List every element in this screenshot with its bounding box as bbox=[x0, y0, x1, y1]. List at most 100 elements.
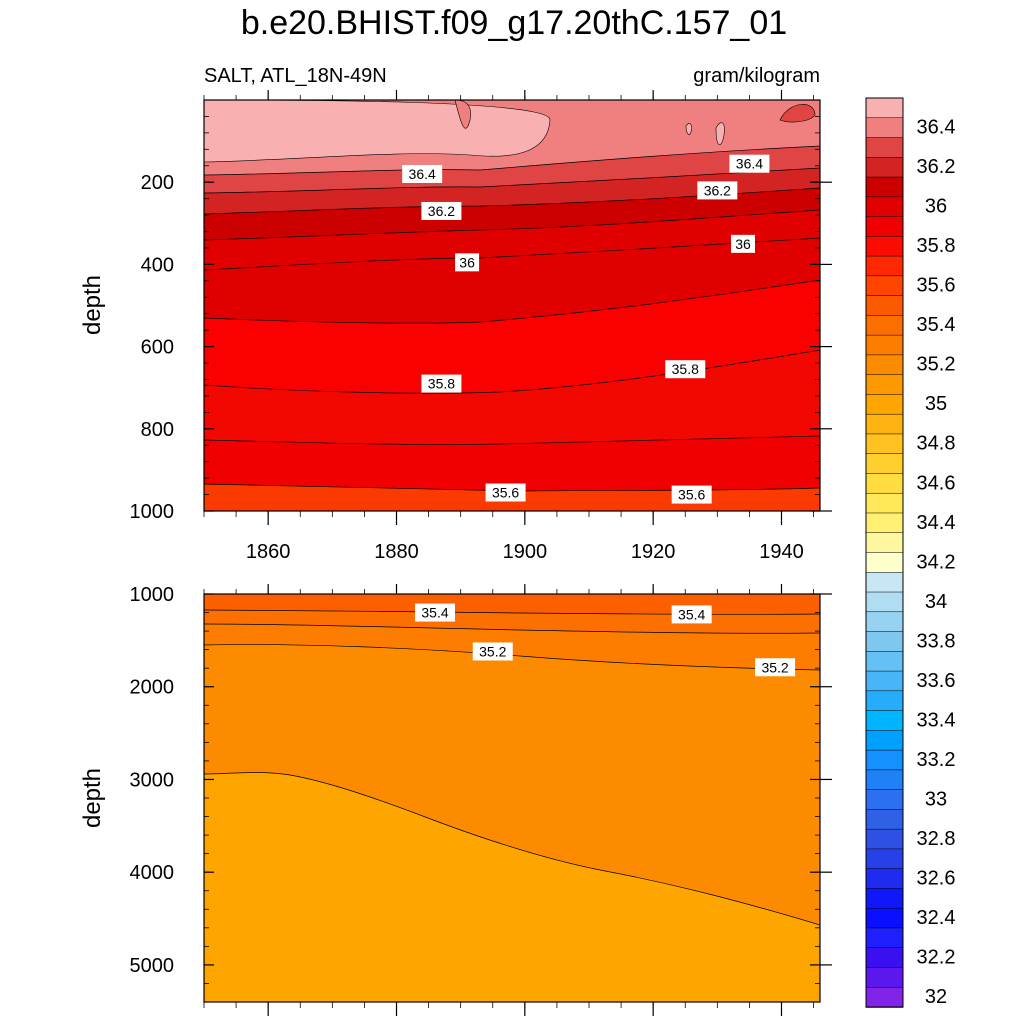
top-y-ticks: 200 400 600 800 1000 bbox=[130, 99, 832, 523]
contour-label-text: 36.2 bbox=[704, 182, 731, 198]
colorbar-swatch bbox=[865, 196, 904, 218]
x-tick-label: 1900 bbox=[503, 541, 548, 563]
colorbar-swatch bbox=[865, 690, 904, 712]
colorbar-label: 36.4 bbox=[917, 117, 956, 139]
contour-label: 36.2 bbox=[697, 181, 738, 200]
contour-35-8 bbox=[204, 349, 820, 394]
contour-label-box bbox=[421, 201, 462, 220]
contour-label: 35.2 bbox=[755, 658, 796, 677]
contour-label-box bbox=[485, 483, 526, 502]
contour-label-box bbox=[671, 605, 712, 624]
contour-label: 35.6 bbox=[485, 483, 526, 502]
x-tick-label: 1920 bbox=[631, 541, 676, 563]
y-tick-label: 1000 bbox=[130, 584, 175, 606]
colorbar-swatch bbox=[865, 354, 904, 376]
colorbar-swatch bbox=[865, 888, 904, 909]
contour-label-text: 36.4 bbox=[736, 156, 763, 172]
colorbar-label: 32 bbox=[925, 986, 947, 1008]
contour-label: 35.6 bbox=[671, 485, 712, 504]
colorbar-label: 35.2 bbox=[917, 354, 956, 376]
contour-35-4 bbox=[204, 609, 820, 615]
colorbar-swatch bbox=[865, 117, 904, 139]
colorbar-label: 34.4 bbox=[917, 512, 956, 534]
bottom-contour-labels: 35.4 35.4 35.2 35.2 bbox=[415, 603, 796, 677]
x-tick-label: 1860 bbox=[246, 541, 291, 563]
colorbar-label: 32.6 bbox=[917, 867, 956, 889]
contour-label: 35.8 bbox=[421, 374, 462, 393]
contour-label-text: 35.6 bbox=[678, 487, 705, 503]
top-notch bbox=[454, 100, 471, 129]
bottom-x-ticks bbox=[203, 584, 814, 1016]
colorbar-swatch bbox=[865, 848, 904, 870]
colorbar-swatch bbox=[865, 413, 904, 435]
contour-label: 36 bbox=[731, 234, 755, 253]
colorbar-swatch bbox=[865, 315, 904, 336]
y-tick-label: 200 bbox=[141, 172, 174, 194]
variable-label: SALT, ATL_18N-49N bbox=[204, 65, 387, 87]
contour-label-box bbox=[455, 253, 480, 272]
y-tick-label: 400 bbox=[141, 254, 174, 276]
colorbar-swatch bbox=[865, 789, 904, 811]
colorbar-swatch bbox=[865, 927, 904, 949]
colorbar-swatch bbox=[865, 967, 904, 988]
y-tick-label: 1000 bbox=[130, 501, 175, 523]
contour-label-box bbox=[415, 603, 455, 622]
top-y-axis-label: depth bbox=[79, 275, 106, 335]
colorbar-label: 32.2 bbox=[917, 947, 956, 969]
contour-label-box bbox=[755, 658, 796, 677]
x-tick-label: 1940 bbox=[759, 541, 804, 563]
contour-36-1 bbox=[204, 209, 820, 241]
contour-label: 35.8 bbox=[665, 360, 706, 379]
colorbar-swatch bbox=[865, 453, 904, 475]
colorbar: 36.4 36.2 36 35.8 35.6 35.4 35.2 35 34.8 34.6 34.4… bbox=[865, 97, 956, 1008]
colorbar-label: 34.8 bbox=[917, 433, 956, 455]
colorbar-swatch bbox=[865, 157, 904, 178]
colorbar-swatch bbox=[865, 947, 904, 969]
contour-label-text: 36.4 bbox=[409, 166, 436, 182]
colorbar-label: 34 bbox=[925, 591, 947, 613]
contour-label: 35.4 bbox=[671, 605, 712, 624]
colorbar-label: 33.4 bbox=[917, 709, 956, 731]
contour-label-text: 36 bbox=[735, 236, 751, 252]
colorbar-swatch bbox=[865, 97, 904, 119]
colorbar-label: 32.8 bbox=[917, 828, 956, 850]
colorbar-swatch bbox=[865, 255, 904, 277]
colorbar-swatch bbox=[865, 986, 904, 1008]
colorbar-swatch bbox=[865, 374, 904, 396]
top-band-36-6 bbox=[204, 100, 551, 163]
colorbar-label: 35 bbox=[925, 393, 947, 415]
contour-label-box bbox=[671, 485, 712, 504]
colorbar-swatch bbox=[865, 552, 904, 574]
x-tick-label: 1880 bbox=[374, 541, 419, 563]
bottom-band-35-4 bbox=[204, 594, 820, 615]
y-tick-label: 4000 bbox=[130, 862, 175, 884]
contour-label-text: 35.6 bbox=[492, 485, 519, 501]
colorbar-swatch bbox=[865, 473, 904, 494]
bottom-y-axis-label: depth bbox=[79, 768, 106, 828]
contour-35-1 bbox=[204, 772, 820, 926]
contour-label-box bbox=[472, 642, 513, 661]
contour-label-box bbox=[421, 374, 462, 393]
colorbar-swatch bbox=[865, 572, 904, 593]
top-x-ticks: 1860 1880 1900 1920 1940 bbox=[203, 90, 814, 563]
colorbar-frame bbox=[865, 97, 904, 1008]
colorbar-swatch bbox=[865, 710, 904, 732]
colorbar-label: 36.2 bbox=[917, 156, 956, 178]
colorbar-label: 33.6 bbox=[917, 670, 956, 692]
bottom-y-ticks: 1000 2000 3000 4000 5000 bbox=[130, 584, 832, 1003]
colorbar-swatch bbox=[865, 532, 904, 554]
colorbar-swatch bbox=[865, 769, 904, 791]
contour-label-text: 35.8 bbox=[428, 376, 455, 392]
colorbar-swatch bbox=[865, 749, 904, 771]
colorbar-label: 33.2 bbox=[917, 749, 956, 771]
colorbar-swatch bbox=[865, 611, 904, 633]
colorbar-swatch bbox=[865, 492, 904, 514]
y-tick-label: 600 bbox=[141, 337, 174, 359]
y-tick-label: 2000 bbox=[130, 677, 175, 699]
bottom-panel: 1000 2000 3000 4000 5000 35.4 35.4 35.2 35.2 de… bbox=[79, 584, 832, 1016]
colorbar-swatch bbox=[865, 216, 904, 238]
y-tick-label: 800 bbox=[141, 419, 174, 441]
colorbar-label: 33.8 bbox=[917, 630, 956, 652]
colorbar-swatch bbox=[865, 670, 904, 692]
